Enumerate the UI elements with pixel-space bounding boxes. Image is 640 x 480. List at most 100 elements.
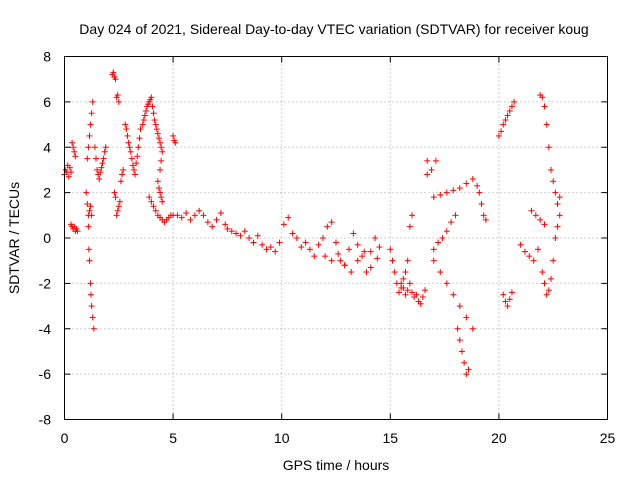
data-point [335, 250, 342, 257]
data-point [149, 103, 156, 110]
data-point [142, 107, 149, 114]
data-point [146, 194, 153, 201]
x-tick-label: 15 [383, 430, 399, 446]
data-point [157, 139, 164, 146]
data-point [372, 235, 379, 241]
data-point [315, 241, 322, 248]
data-point [155, 185, 162, 192]
data-point [120, 166, 127, 173]
data-point [150, 203, 157, 210]
data-point [409, 212, 416, 219]
data-point [280, 221, 287, 228]
data-point [367, 248, 374, 255]
data-point [204, 219, 211, 226]
data-point [88, 110, 95, 117]
data-point [89, 314, 96, 321]
data-point [134, 153, 141, 160]
data-point [439, 235, 446, 241]
data-point [129, 162, 136, 169]
data-point [443, 280, 450, 287]
data-point [137, 126, 144, 133]
data-point [348, 269, 355, 276]
data-point [458, 348, 465, 355]
data-point [322, 253, 329, 260]
data-point [111, 189, 118, 196]
data-point [110, 69, 117, 76]
data-point [87, 121, 94, 128]
data-point [363, 269, 370, 276]
data-point [498, 128, 505, 135]
data-point [159, 198, 166, 205]
data-point [91, 144, 98, 151]
data-point [200, 212, 207, 219]
data-point [267, 244, 274, 251]
data-point [90, 325, 97, 332]
data-point [152, 121, 159, 128]
data-point [241, 228, 248, 235]
data-point [222, 221, 229, 228]
data-point [552, 235, 559, 241]
data-point [539, 269, 546, 276]
data-point [115, 98, 122, 105]
data-point [85, 223, 92, 230]
data-point [346, 246, 353, 253]
data-point [359, 253, 366, 260]
data-point [172, 139, 179, 146]
data-point [450, 291, 457, 298]
data-point [354, 241, 361, 248]
data-point [430, 257, 437, 264]
data-point [306, 246, 313, 253]
data-point [85, 246, 92, 253]
data-point [554, 200, 561, 207]
data-point [387, 246, 394, 253]
data-point [550, 257, 557, 264]
data-point [430, 246, 437, 253]
data-point [155, 135, 162, 142]
data-point [461, 359, 468, 366]
data-point [404, 287, 411, 294]
data-point [550, 178, 557, 185]
data-point [148, 94, 155, 101]
data-point [233, 230, 240, 237]
data-point [361, 248, 368, 255]
data-point [324, 223, 331, 230]
data-point [115, 203, 122, 210]
data-point [84, 155, 91, 162]
data-point [556, 194, 563, 201]
data-point [495, 132, 502, 139]
data-point [72, 153, 79, 160]
data-point [254, 232, 261, 239]
data-point [534, 246, 541, 253]
data-point [209, 223, 216, 230]
data-point [66, 164, 73, 171]
data-point [474, 182, 481, 189]
data-point [224, 225, 231, 232]
data-point [476, 189, 483, 196]
data-point [88, 303, 95, 310]
data-point [428, 166, 435, 173]
data-point [133, 160, 140, 167]
plot-frame [64, 56, 608, 420]
data-point [259, 241, 266, 248]
data-point [526, 253, 533, 260]
data-point [125, 139, 132, 146]
data-point [548, 166, 555, 173]
data-point [541, 280, 548, 287]
data-point [500, 291, 507, 298]
data-point [409, 289, 416, 296]
data-point [114, 207, 121, 214]
data-point [419, 293, 426, 300]
data-point [556, 212, 563, 219]
x-tick-label: 25 [600, 430, 616, 446]
data-point [543, 121, 550, 128]
data-point [508, 103, 515, 110]
data-point [463, 180, 470, 187]
data-points [61, 69, 563, 378]
data-point [97, 169, 104, 176]
data-point [532, 212, 539, 219]
data-point [153, 126, 160, 133]
data-point [448, 219, 455, 226]
data-point [374, 255, 381, 262]
data-point [94, 166, 101, 173]
